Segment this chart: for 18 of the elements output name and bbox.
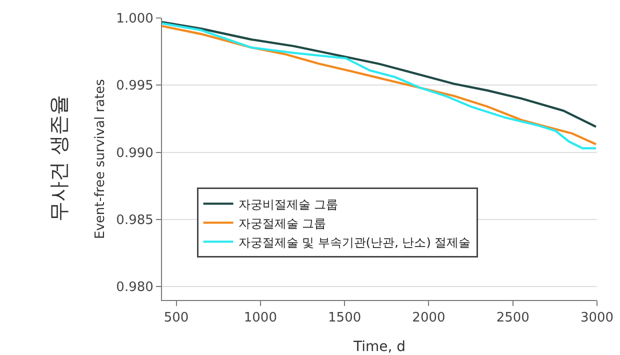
- y-tick-label: 0.980: [116, 280, 154, 296]
- y-tick-label: 1.000: [116, 12, 154, 27]
- y-tick-label: 0.985: [116, 212, 154, 228]
- x-tick-label: 2000: [412, 310, 446, 326]
- x-tick-label: 1000: [244, 310, 277, 326]
- text: 무사건 생존율: [46, 95, 71, 222]
- x-axis-title: Time, d: [352, 339, 406, 355]
- legend-label: 자궁절제술 및 부속기관(난관, 난소) 절제술: [238, 235, 471, 250]
- x-tick-label: 2500: [496, 310, 530, 326]
- legend-label: 자궁비절제술 그룹: [238, 197, 338, 212]
- x-tick-label: 1500: [328, 310, 362, 326]
- x-tick-label: 3000: [580, 310, 614, 326]
- x-tick-label: 500: [164, 310, 189, 326]
- line-series: [162, 20, 597, 128]
- y-tick-label: 0.990: [116, 146, 154, 161]
- y-axis-title: Event-free survival rates: [93, 78, 108, 239]
- legend-label: 자궁절제술 그룹: [238, 216, 326, 230]
- y-tick-label: 0.995: [116, 78, 154, 94]
